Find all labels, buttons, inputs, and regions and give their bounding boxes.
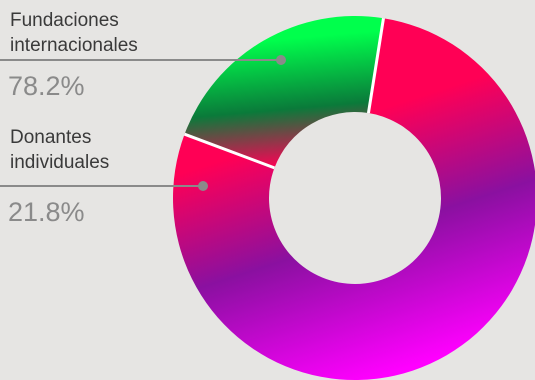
slice-value-label: 78.2% [8, 71, 85, 101]
slice-value-label: 21.8% [8, 197, 85, 227]
slice-separator [184, 132, 275, 170]
leader-dot [198, 181, 208, 191]
label-fundaciones-internacionales: Fundaciones internacionales 78.2% [0, 10, 286, 101]
slice-separator [366, 18, 385, 114]
slice-label-line: Donantes [10, 127, 91, 148]
slice-label-line: internacionales [10, 35, 138, 56]
slice-label-line: Fundaciones [10, 10, 119, 31]
slice-label-line: individuales [10, 152, 109, 173]
slice-fundaciones-internacionales [173, 18, 535, 380]
leader-dot [276, 55, 286, 65]
slice-donantes-individuales [184, 16, 384, 168]
label-donantes-individuales: Donantes individuales 21.8% [0, 127, 208, 227]
